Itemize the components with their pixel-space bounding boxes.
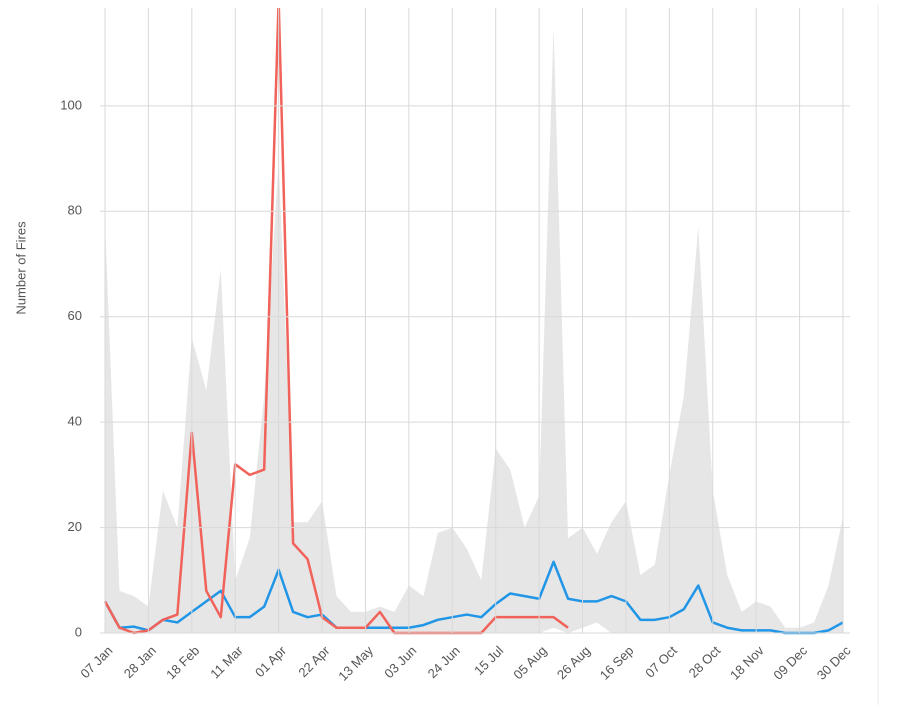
x-tick-label: 13 May xyxy=(335,643,376,684)
x-tick-label: 28 Oct xyxy=(686,643,724,681)
x-tick-label: 22 Apr xyxy=(295,642,333,680)
x-tick-label: 18 Feb xyxy=(163,643,202,682)
x-tick-label: 18 Nov xyxy=(727,643,767,683)
x-tick-label: 28 Jan xyxy=(121,643,159,681)
y-axis-label: Number of Fires xyxy=(13,221,28,315)
x-tick-label: 07 Jan xyxy=(77,643,115,681)
x-tick-label: 09 Dec xyxy=(770,643,810,683)
x-tick-label: 15 Jul xyxy=(471,643,506,678)
x-tick-label: 07 Oct xyxy=(642,643,680,681)
plot-area xyxy=(103,8,844,635)
series-line xyxy=(103,560,844,635)
series-line xyxy=(103,8,569,635)
x-tick-label: 24 Jun xyxy=(425,643,463,681)
y-tick-label: 60 xyxy=(68,308,82,323)
range-band xyxy=(105,26,843,634)
y-tick-label: 40 xyxy=(68,414,82,429)
x-tick-label: 30 Dec xyxy=(814,643,854,683)
x-tick-label: 01 Apr xyxy=(252,642,290,680)
y-tick-label: 0 xyxy=(75,624,82,639)
x-tick-label: 11 Mar xyxy=(207,642,246,681)
x-tick-label: 03 Jun xyxy=(381,643,419,681)
y-tick-label: 20 xyxy=(68,519,82,534)
y-tick-label: 100 xyxy=(60,97,82,112)
x-tick-label: 26 Aug xyxy=(554,643,593,682)
x-tick-label: 05 Aug xyxy=(510,643,549,682)
x-tick-label: 16 Sep xyxy=(597,643,637,683)
y-tick-label: 80 xyxy=(68,203,82,218)
